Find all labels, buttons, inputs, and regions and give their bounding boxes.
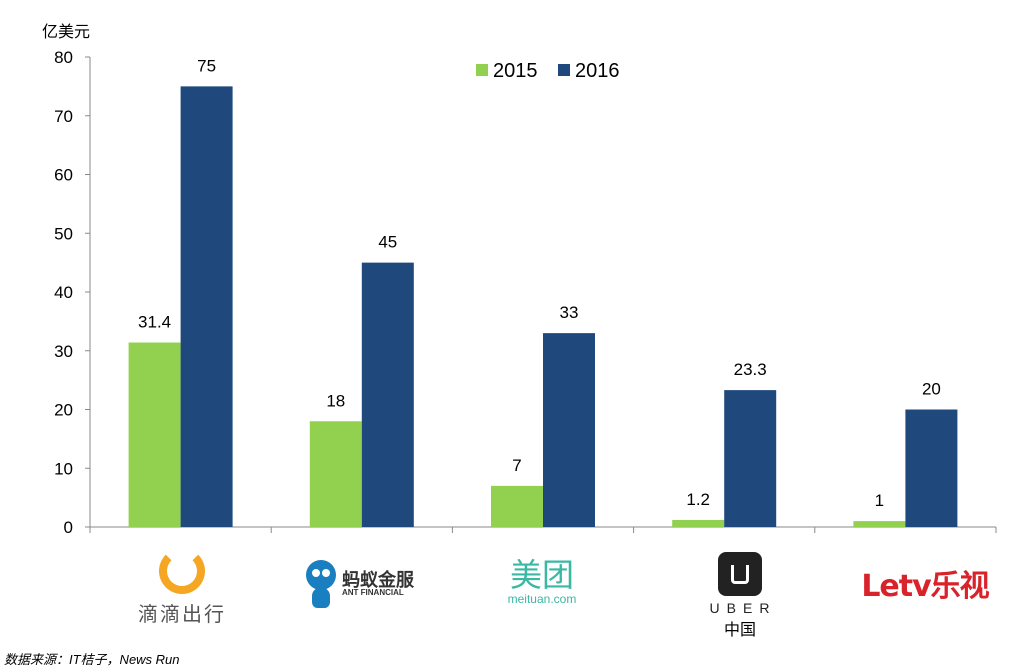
data-label-2015-1: 31.4 xyxy=(138,313,171,332)
bar-2016-3 xyxy=(543,333,595,527)
uber-logo-subtext: 中国 xyxy=(723,620,756,639)
data-labels-group: 31.4 75 18 45 7 33 1.2 23.3 1 20 xyxy=(138,56,941,510)
bar-2016-2 xyxy=(361,262,414,527)
meituan-logo-text: 美团 xyxy=(509,556,574,594)
data-label-2016-3: 33 xyxy=(560,303,579,322)
didi-logo: 滴滴出行 xyxy=(132,548,232,627)
uber-u-icon xyxy=(718,552,762,596)
y-tick-label: 10 xyxy=(54,459,73,478)
legend-label-2015: 2015 xyxy=(493,60,538,82)
bar-2016-5 xyxy=(905,409,958,527)
legend: 2015 2016 xyxy=(476,60,620,82)
y-tick-label: 40 xyxy=(54,283,73,302)
data-label-2016-5: 20 xyxy=(922,380,941,399)
y-tick-label: 80 xyxy=(54,48,73,67)
y-tick-label: 0 xyxy=(64,518,73,537)
y-tick-label: 70 xyxy=(54,107,73,126)
source-note: 数据来源：IT桔子，News Run xyxy=(4,652,180,667)
ant-logo-subtext: ANT FINANCIAL xyxy=(342,588,404,597)
y-tick-label: 60 xyxy=(54,166,73,185)
data-label-2015-4: 1.2 xyxy=(686,490,710,509)
uber-logo-text: UBER xyxy=(709,600,777,616)
y-tick-label: 50 xyxy=(54,224,73,243)
x-axis xyxy=(89,526,997,533)
data-label-2015-2: 18 xyxy=(326,391,345,410)
bar-2015-2 xyxy=(309,421,362,527)
uber-logo: UBER 中国 xyxy=(700,552,780,640)
data-label-2016-1: 75 xyxy=(197,56,216,75)
bars-group xyxy=(128,86,958,527)
data-label-2015-5: 1 xyxy=(875,491,884,510)
legend-label-2016: 2016 xyxy=(575,60,620,82)
bar-2016-4 xyxy=(724,390,777,527)
legend-swatch-2015 xyxy=(476,64,488,76)
y-tick-label: 30 xyxy=(54,342,73,361)
ant-mascot-icon xyxy=(306,560,336,590)
data-label-2015-3: 7 xyxy=(512,456,521,475)
data-label-2016-4: 23.3 xyxy=(734,360,767,379)
legend-swatch-2016 xyxy=(558,64,570,76)
ant-financial-logo: 蚂蚁金服 ANT FINANCIAL xyxy=(300,550,420,612)
letv-logo: Letv乐视 xyxy=(850,561,1000,605)
y-unit-label: 亿美元 xyxy=(42,23,90,41)
didi-logo-text: 滴滴出行 xyxy=(138,602,226,626)
bar-2016-1 xyxy=(180,86,233,527)
meituan-logo: 美团 meituan.com xyxy=(497,558,587,606)
didi-ring-icon xyxy=(159,548,205,594)
bar-2015-5 xyxy=(853,521,906,527)
bar-2015-4 xyxy=(672,519,725,527)
bar-2015-1 xyxy=(128,342,181,527)
ant-logo-text: 蚂蚁金服 xyxy=(342,570,414,591)
data-label-2016-2: 45 xyxy=(378,233,397,252)
bar-2015-3 xyxy=(491,485,543,527)
meituan-logo-subtext: meituan.com xyxy=(507,592,577,606)
y-tick-label: 20 xyxy=(54,401,73,420)
y-axis: 0 10 20 30 40 50 60 70 80 xyxy=(54,48,91,537)
letv-logo-text: Letv乐视 xyxy=(861,569,989,604)
